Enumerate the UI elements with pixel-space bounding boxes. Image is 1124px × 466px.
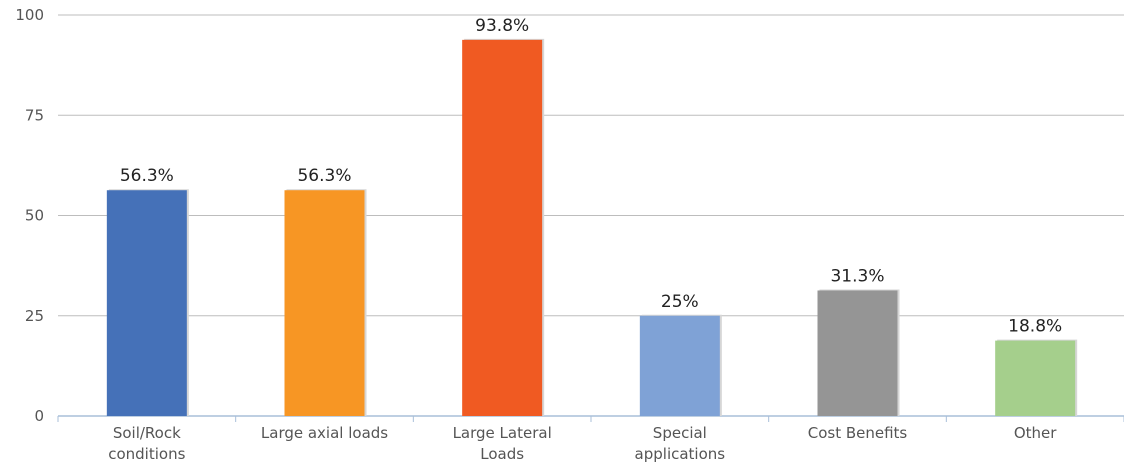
category-label: conditions: [108, 445, 185, 463]
y-tick-label: 0: [34, 407, 44, 425]
data-label: 18.8%: [1008, 317, 1062, 337]
bar: [639, 315, 720, 416]
category-labels: Soil/Rock conditions Large axial loads Larg…: [108, 424, 1057, 463]
category-label: applications: [635, 445, 726, 463]
category-label: Soil/Rock: [113, 424, 181, 442]
data-label: 31.3%: [830, 266, 884, 286]
data-label: 93.8%: [475, 16, 529, 36]
gridlines: [58, 14, 1124, 317]
data-label: 25%: [661, 292, 699, 312]
category-label: Cost Benefits: [808, 424, 908, 442]
data-labels: 56.3% 56.3% 93.8% 25% 31.3% 18.8%: [120, 16, 1062, 337]
y-tick-label: 25: [25, 307, 44, 325]
category-label: Large Lateral: [453, 424, 552, 442]
category-label: Special: [653, 424, 707, 442]
bar: [995, 340, 1076, 416]
bars: [106, 38, 1078, 416]
y-tick-label: 50: [25, 207, 44, 225]
bar: [817, 290, 898, 416]
bar: [462, 39, 543, 416]
category-label: Other: [1014, 424, 1057, 442]
y-tick-label: 100: [15, 6, 44, 24]
category-label: Loads: [480, 445, 524, 463]
data-label: 56.3%: [297, 166, 351, 186]
bar: [106, 190, 187, 416]
bar: [284, 190, 365, 416]
y-tick-label: 75: [25, 106, 44, 124]
category-label: Large axial loads: [261, 424, 388, 442]
y-axis-ticks: 0 25 50 75 100: [15, 6, 44, 425]
x-axis: [57, 415, 1124, 422]
data-label: 56.3%: [120, 166, 174, 186]
